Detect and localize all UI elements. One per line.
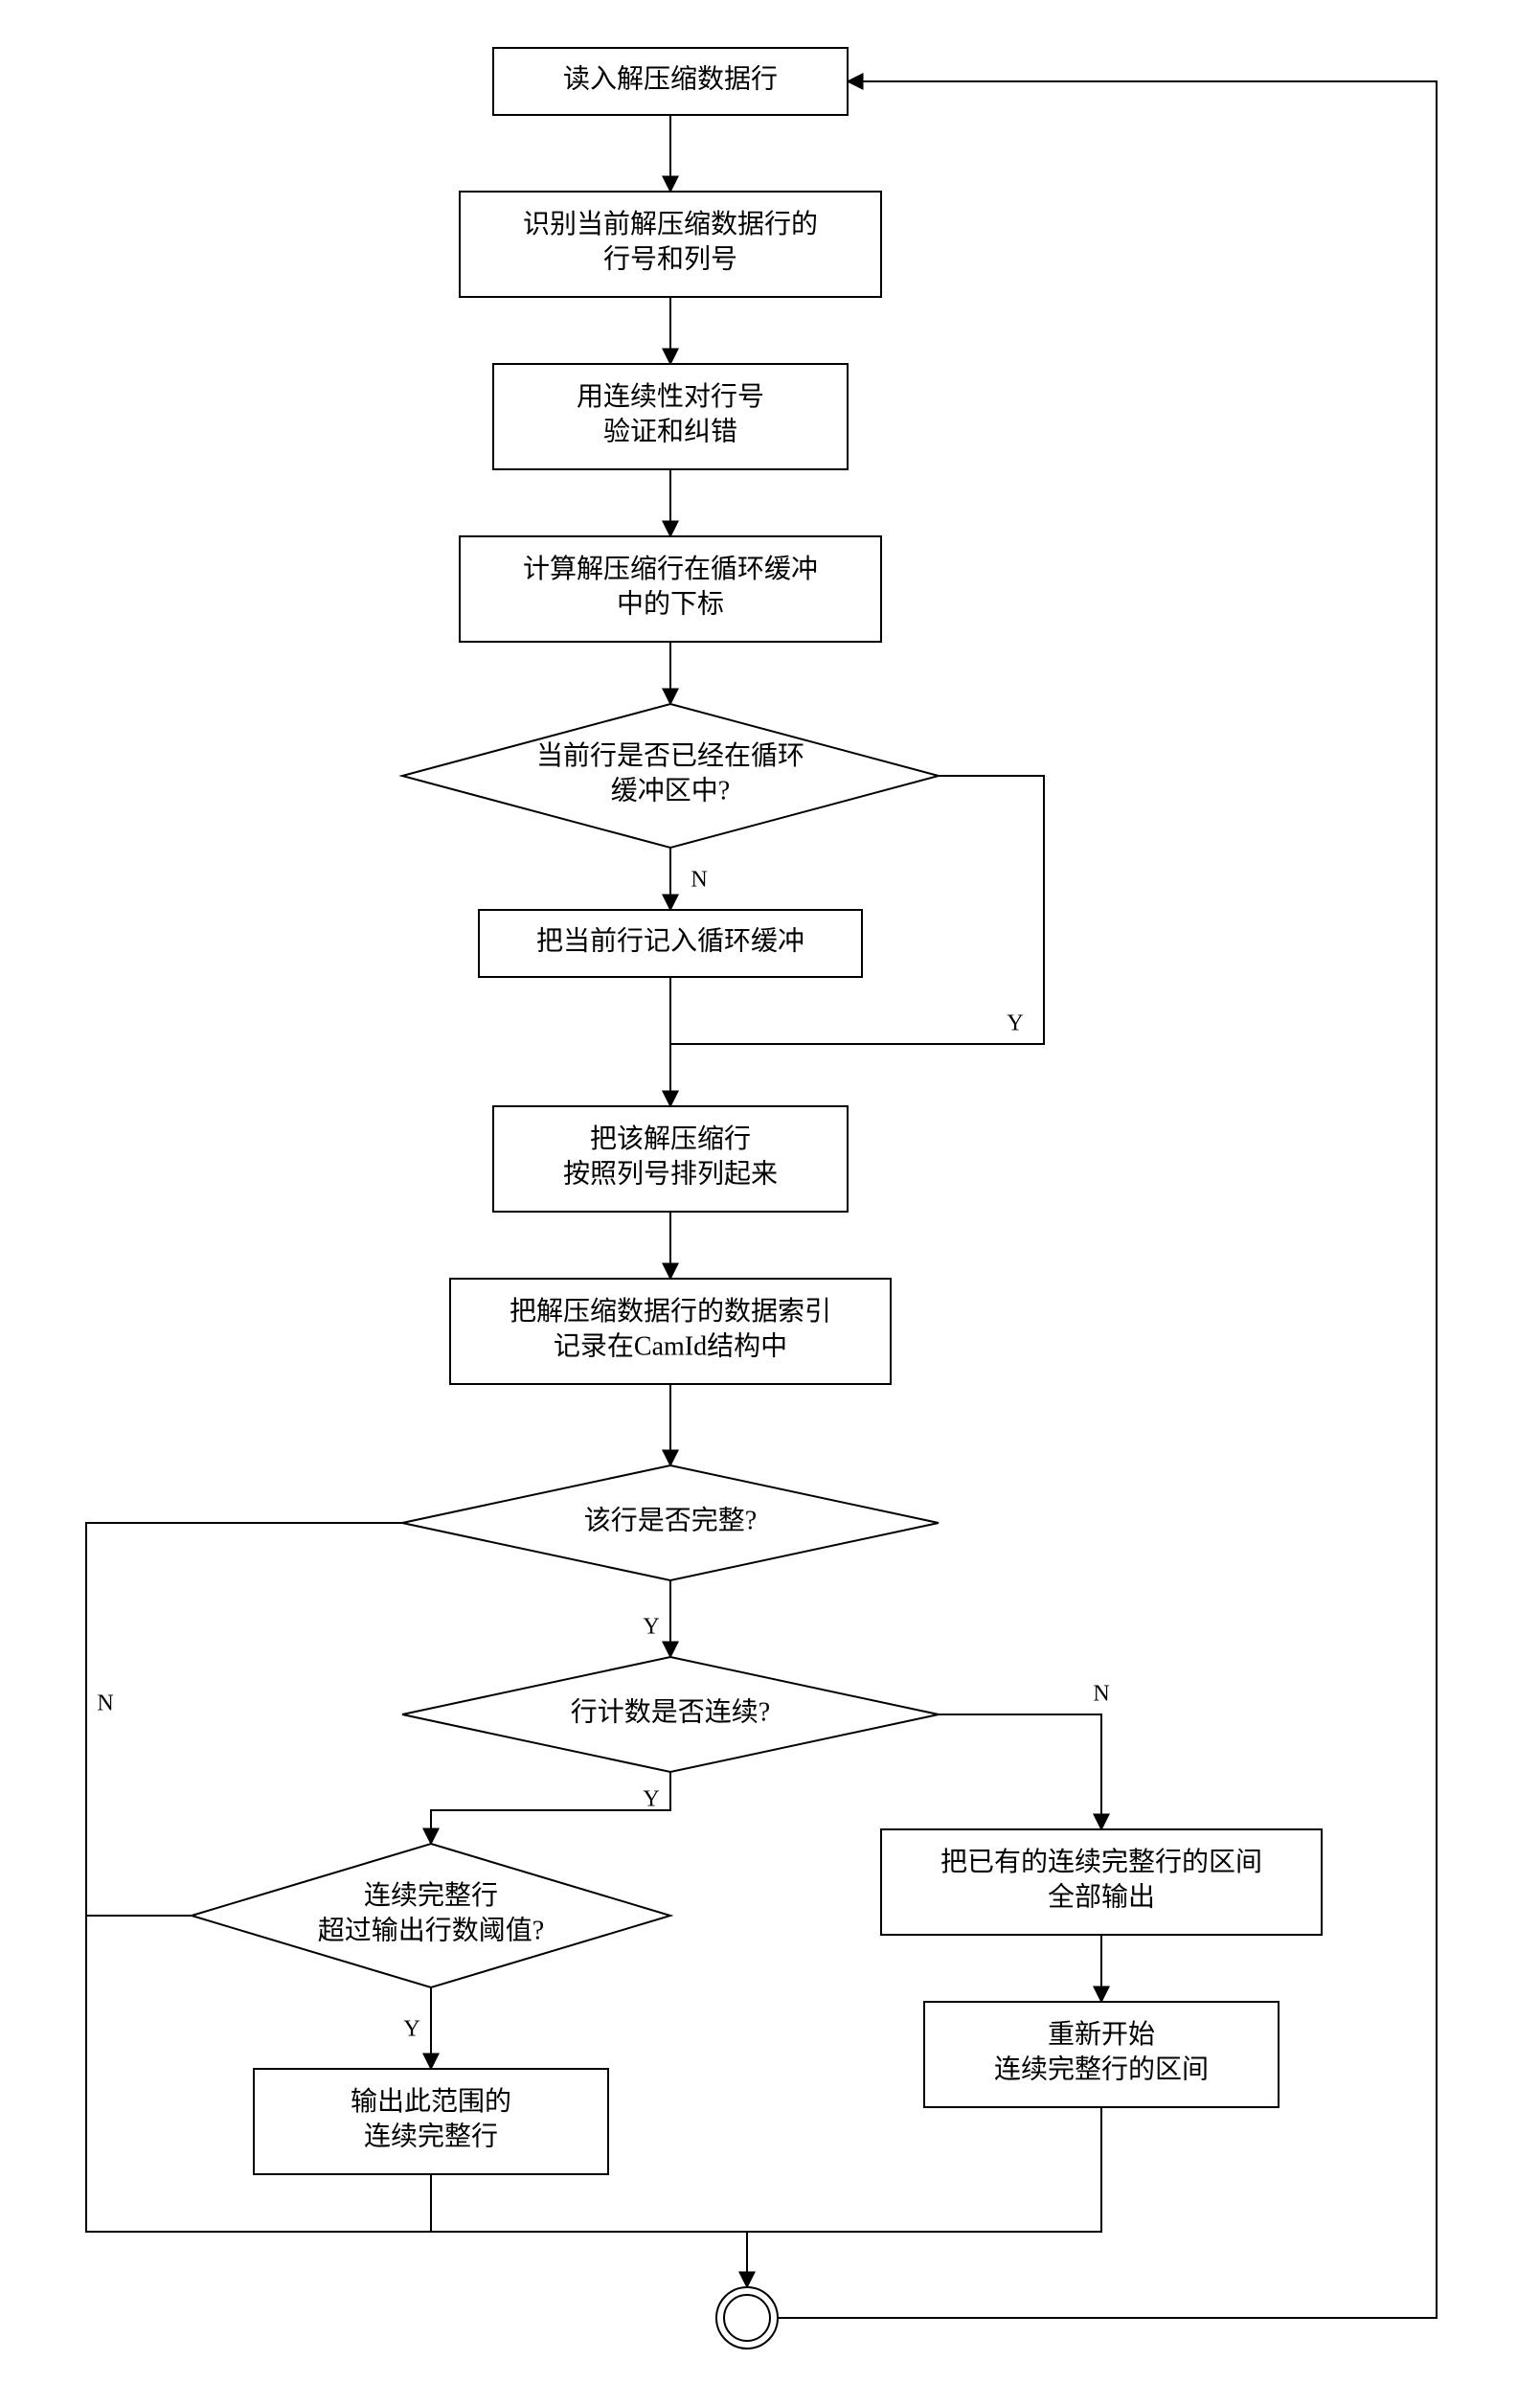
node-label: 验证和纠错 xyxy=(603,417,737,447)
node-label: 行计数是否连续? xyxy=(571,1696,770,1727)
node-n8: 输出此范围的连续完整行 xyxy=(254,2069,608,2174)
node-n4: 计算解压缩行在循环缓冲中的下标 xyxy=(460,536,881,642)
node-label: 输出此范围的 xyxy=(351,2086,511,2117)
node-label: 记录在CamId结构中 xyxy=(554,1331,787,1362)
node-label: 中的下标 xyxy=(617,589,724,620)
node-label: 当前行是否已经在循环 xyxy=(536,740,804,771)
node-n7: 把解压缩数据行的数据索引记录在CamId结构中 xyxy=(450,1279,891,1384)
node-n6: 把该解压缩行按照列号排列起来 xyxy=(493,1106,848,1212)
node-n3: 用连续性对行号验证和纠错 xyxy=(493,364,848,469)
node-label: 连续完整行 xyxy=(364,2122,498,2152)
node-label: 把解压缩数据行的数据索引 xyxy=(510,1296,831,1327)
node-label: 把已有的连续完整行的区间 xyxy=(940,1847,1262,1877)
node-n2: 识别当前解压缩数据行的行号和列号 xyxy=(460,192,881,297)
edge-label: N xyxy=(691,868,707,893)
node-label: 缓冲区中? xyxy=(611,776,730,806)
edge-label: Y xyxy=(1007,1011,1023,1036)
edge-label: N xyxy=(97,1691,113,1716)
node-end xyxy=(716,2287,778,2349)
node-n5: 把当前行记入循环缓冲 xyxy=(479,910,862,977)
node-n10: 重新开始连续完整行的区间 xyxy=(924,2002,1279,2107)
edge-label: Y xyxy=(643,1615,659,1640)
node-label: 重新开始 xyxy=(1048,2019,1155,2050)
node-label: 用连续性对行号 xyxy=(577,381,764,412)
node-label: 把该解压缩行 xyxy=(590,1124,751,1154)
node-label: 连续完整行 xyxy=(364,1880,498,1911)
node-label: 读入解压缩数据行 xyxy=(563,63,778,94)
node-label: 该行是否完整? xyxy=(584,1505,757,1535)
node-n1: 读入解压缩数据行 xyxy=(493,48,848,115)
node-n9: 把已有的连续完整行的区间全部输出 xyxy=(881,1829,1322,1935)
node-label: 计算解压缩行在循环缓冲 xyxy=(523,554,818,584)
node-label: 按照列号排列起来 xyxy=(563,1159,778,1190)
edge-label: N xyxy=(1093,1682,1109,1707)
node-label: 行号和列号 xyxy=(603,244,737,275)
edge-label: Y xyxy=(643,1787,659,1812)
node-label: 识别当前解压缩数据行的 xyxy=(523,209,818,239)
edge-label: Y xyxy=(403,2017,419,2042)
node-label: 连续完整行的区间 xyxy=(994,2054,1209,2085)
node-label: 全部输出 xyxy=(1048,1882,1155,1913)
node-label: 把当前行记入循环缓冲 xyxy=(536,925,804,956)
node-label: 超过输出行数阈值? xyxy=(318,1916,544,1946)
